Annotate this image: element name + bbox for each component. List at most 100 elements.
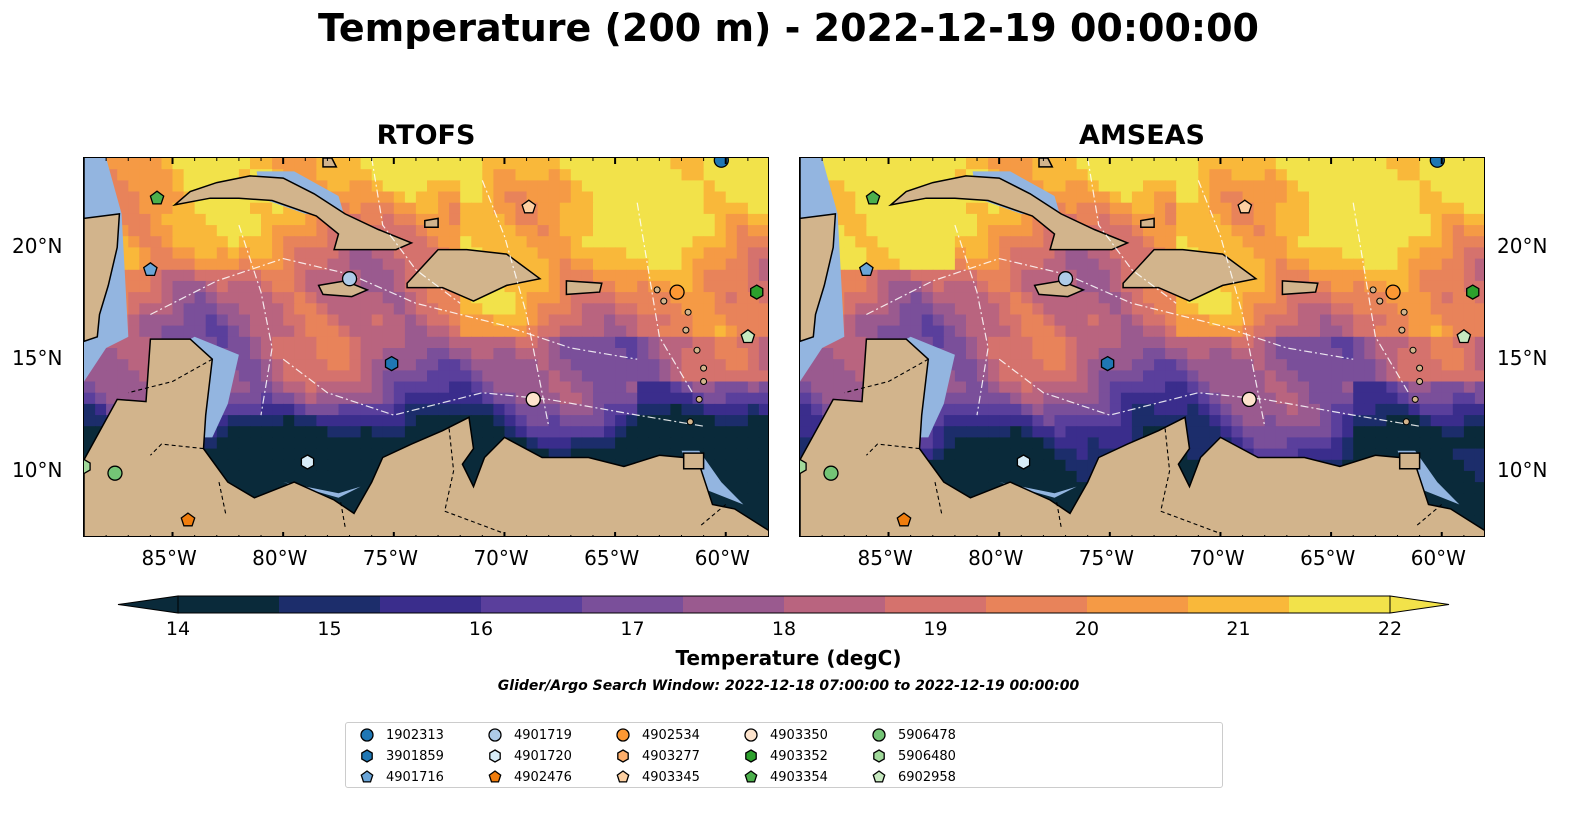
colorbar-segment bbox=[582, 596, 684, 613]
legend-item-4902534: 4902534 bbox=[614, 725, 700, 745]
figure-title: Temperature (200 m) - 2022-12-19 00:00:0… bbox=[317, 6, 1259, 50]
colorbar-segment bbox=[1289, 596, 1391, 613]
lon-tick-label: 70°W bbox=[1189, 546, 1245, 570]
circle-marker-icon bbox=[616, 728, 630, 742]
legend-item-4901716: 4901716 bbox=[358, 767, 444, 787]
float-4903345 bbox=[521, 199, 537, 214]
legend-item-4901719: 4901719 bbox=[486, 725, 572, 745]
legend-marker bbox=[872, 770, 886, 783]
pentagon-marker-icon bbox=[744, 770, 758, 783]
legend-label: 4903354 bbox=[770, 769, 828, 785]
hexagon-marker-icon bbox=[361, 749, 373, 763]
circle-marker-icon bbox=[360, 728, 374, 742]
island bbox=[1416, 378, 1424, 385]
legend-label: 3901859 bbox=[386, 748, 444, 764]
lat-tick-label-left: 15°N bbox=[12, 346, 63, 371]
lat-tick-label-right: 10°N bbox=[1497, 457, 1548, 482]
land-puertorico bbox=[1281, 280, 1319, 296]
legend-label: 1902313 bbox=[386, 727, 444, 743]
island bbox=[686, 418, 694, 426]
colorbar-segment bbox=[481, 596, 583, 613]
legend-marker bbox=[617, 749, 629, 763]
legend-marker bbox=[360, 728, 374, 742]
colorbar-tick-label: 16 bbox=[468, 618, 494, 640]
colorbar-tick-label: 18 bbox=[771, 618, 797, 640]
colorbar-tick-label: 15 bbox=[317, 618, 342, 640]
island bbox=[1398, 326, 1406, 334]
lon-tick-label: 85°W bbox=[857, 546, 913, 570]
circle-marker-icon bbox=[872, 728, 886, 742]
float-4901719 bbox=[1057, 271, 1074, 287]
eez-boundary bbox=[371, 158, 461, 304]
map-panel-amseas[interactable] bbox=[799, 157, 1485, 537]
float-3901859 bbox=[384, 355, 399, 372]
land-andros bbox=[322, 158, 338, 168]
hexagon-marker-icon bbox=[873, 749, 885, 763]
country-border bbox=[150, 443, 204, 456]
search-window-text: Glider/Argo Search Window: 2022-12-18 07… bbox=[497, 678, 1080, 694]
float-4903352 bbox=[1466, 284, 1480, 300]
map-panel-rtofs[interactable] bbox=[83, 157, 769, 537]
land-trinidad bbox=[1398, 452, 1421, 470]
legend-item-1902313: 1902313 bbox=[358, 725, 444, 745]
hexagon-marker-icon bbox=[489, 749, 501, 763]
land-yucatan bbox=[84, 158, 121, 343]
land-trinidad bbox=[682, 452, 705, 470]
land-puertorico bbox=[565, 280, 603, 296]
island bbox=[1411, 395, 1419, 403]
float-4902476 bbox=[896, 512, 912, 527]
land-yucatan bbox=[800, 158, 837, 343]
colorbar-tick-label: 19 bbox=[923, 618, 948, 640]
float-4903350 bbox=[1241, 391, 1257, 408]
island bbox=[695, 395, 703, 403]
panel-title-amseas: AMSEAS bbox=[1079, 120, 1205, 151]
colorbar-segment bbox=[885, 596, 987, 613]
land-cuba bbox=[172, 175, 414, 251]
country-border bbox=[1414, 504, 1443, 528]
legend-item-4903352: 4903352 bbox=[742, 746, 828, 766]
colorbar-segment bbox=[279, 596, 381, 613]
lon-tick-label: 75°W bbox=[1078, 546, 1135, 570]
country-border bbox=[698, 504, 727, 528]
hexagon-marker-icon bbox=[745, 749, 757, 763]
colorbar-segment bbox=[784, 596, 886, 613]
colorbar-tick-label: 22 bbox=[1377, 618, 1403, 640]
legend-marker bbox=[616, 728, 630, 742]
island bbox=[684, 308, 692, 316]
eez-boundary bbox=[866, 257, 1354, 360]
island bbox=[700, 378, 708, 385]
pentagon-marker-icon bbox=[616, 770, 630, 783]
legend-marker bbox=[360, 770, 374, 783]
lat-tick-label-left: 20°N bbox=[12, 234, 63, 259]
legend-marker bbox=[488, 770, 502, 783]
pentagon-marker-icon bbox=[488, 770, 502, 783]
legend-item-6902958: 6902958 bbox=[870, 767, 956, 787]
float-5906480 bbox=[84, 458, 91, 475]
land-andros bbox=[1038, 158, 1054, 168]
island bbox=[693, 346, 701, 354]
colorbar-tick-label: 14 bbox=[165, 618, 191, 640]
eez-boundary bbox=[150, 257, 638, 360]
legend-marker bbox=[744, 728, 758, 742]
legend-label: 4901720 bbox=[514, 748, 572, 764]
circle-marker-icon bbox=[488, 728, 502, 742]
colorbar-segment bbox=[986, 596, 1088, 613]
float-5906478 bbox=[107, 465, 123, 481]
land-jamaica bbox=[1033, 280, 1086, 298]
country-border bbox=[128, 358, 213, 394]
land-cuba bbox=[888, 175, 1130, 251]
legend-label: 4903352 bbox=[770, 748, 828, 764]
eez-boundary bbox=[238, 224, 273, 416]
legend-marker bbox=[873, 749, 885, 763]
legend-marker bbox=[488, 728, 502, 742]
colorbar-segment bbox=[683, 596, 785, 613]
legend-label: 5906478 bbox=[898, 727, 956, 743]
float-6902958 bbox=[740, 328, 756, 344]
float-4903352 bbox=[750, 284, 764, 300]
float-4903345 bbox=[1237, 199, 1253, 214]
legend-label: 6902958 bbox=[898, 769, 956, 785]
island bbox=[1369, 286, 1377, 294]
eez-boundary bbox=[998, 358, 1420, 427]
land-hispaniola bbox=[1122, 248, 1258, 302]
colorbar-tick-label: 20 bbox=[1074, 618, 1100, 640]
